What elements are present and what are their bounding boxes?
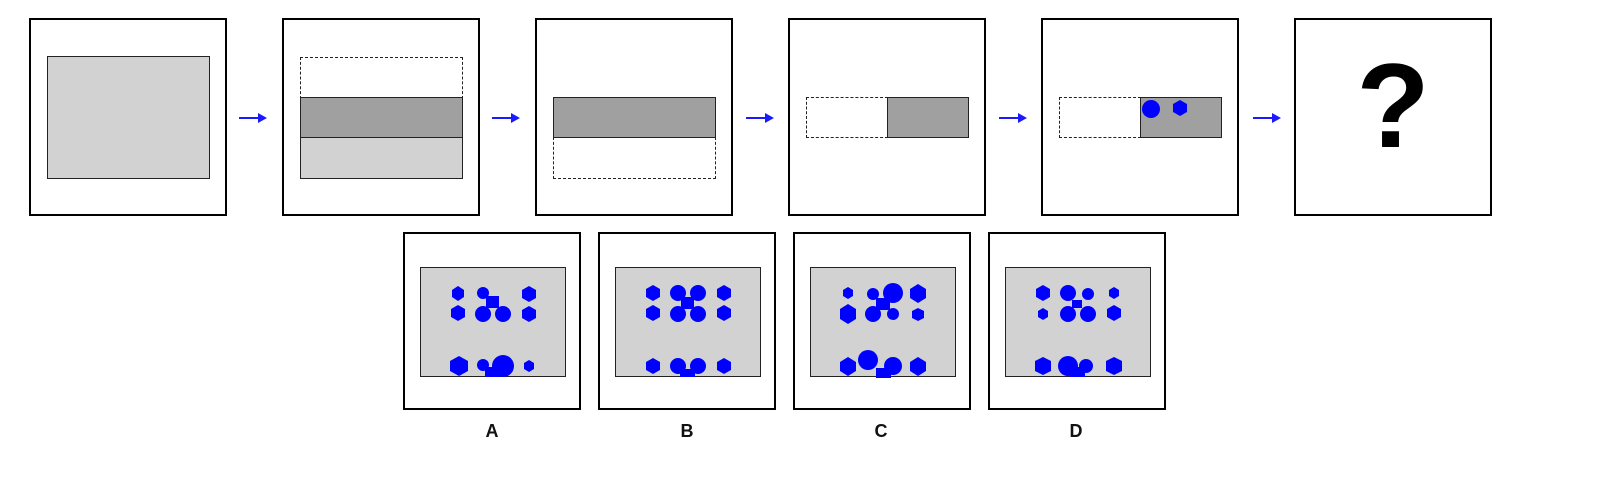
blue-shapes bbox=[1142, 100, 1187, 118]
hexagon-icon bbox=[717, 305, 731, 321]
hexagon-icon bbox=[840, 304, 856, 324]
option-label: D bbox=[1069, 421, 1083, 441]
circle-icon bbox=[887, 308, 899, 320]
option-b[interactable] bbox=[598, 232, 776, 410]
sequence-panel-2 bbox=[282, 18, 480, 216]
dark-gray-square bbox=[887, 97, 969, 138]
circle-icon bbox=[867, 288, 879, 300]
blue-shapes bbox=[646, 285, 731, 377]
dashed-outline-bottom bbox=[553, 137, 716, 179]
hexagon-icon bbox=[450, 356, 468, 376]
circle-icon bbox=[690, 358, 706, 374]
arrow-right-icon bbox=[492, 113, 520, 123]
hexagon-icon bbox=[717, 358, 731, 374]
square-icon bbox=[1072, 300, 1082, 308]
hexagon-icon bbox=[522, 286, 536, 302]
option-label: A bbox=[485, 421, 499, 441]
hexagon-icon bbox=[1038, 308, 1048, 320]
circle-icon bbox=[1080, 306, 1096, 322]
dark-gray-band bbox=[300, 97, 463, 138]
circle-icon bbox=[1079, 359, 1093, 373]
circle-icon bbox=[492, 355, 514, 377]
option-a[interactable] bbox=[403, 232, 581, 410]
circle-icon bbox=[858, 350, 878, 370]
sequence-panel-1 bbox=[29, 18, 227, 216]
hexagon-icon bbox=[646, 285, 660, 301]
blue-shapes bbox=[840, 283, 926, 378]
circle-icon bbox=[495, 306, 511, 322]
circle-icon bbox=[884, 357, 902, 375]
hexagon-icon bbox=[1106, 357, 1122, 375]
circle-icon bbox=[475, 306, 491, 322]
light-gray-rectangle bbox=[1005, 267, 1151, 377]
option-label: B bbox=[680, 421, 694, 441]
light-gray-rectangle bbox=[615, 267, 761, 377]
hexagon-icon bbox=[843, 287, 853, 299]
square-icon bbox=[1070, 367, 1085, 377]
hexagon-icon bbox=[646, 305, 660, 321]
blue-shapes bbox=[1035, 285, 1122, 377]
circle-icon bbox=[1142, 100, 1160, 118]
sequence-panel-6: ? bbox=[1294, 18, 1492, 216]
circle-icon bbox=[865, 306, 881, 322]
light-gray-rectangle bbox=[810, 267, 956, 377]
light-gray-rectangle bbox=[47, 56, 210, 179]
dashed-outline-top bbox=[300, 57, 463, 99]
arrow-right-icon bbox=[746, 113, 774, 123]
light-gray-rectangle bbox=[420, 267, 566, 377]
circle-icon bbox=[1060, 306, 1076, 322]
dark-gray-band bbox=[553, 97, 716, 138]
hexagon-icon bbox=[840, 357, 856, 376]
hexagon-icon bbox=[524, 360, 534, 372]
square-icon bbox=[876, 298, 890, 310]
circle-icon bbox=[1060, 285, 1076, 301]
sequence-panel-4 bbox=[788, 18, 986, 216]
hexagon-icon bbox=[717, 285, 731, 301]
sequence-panel-5 bbox=[1041, 18, 1239, 216]
square-icon bbox=[680, 369, 695, 377]
square-icon bbox=[485, 367, 500, 377]
arrow-right-icon bbox=[999, 113, 1027, 123]
hexagon-icon bbox=[522, 306, 536, 322]
hexagon-icon bbox=[646, 358, 660, 374]
option-d[interactable] bbox=[988, 232, 1166, 410]
circle-icon bbox=[670, 306, 686, 322]
hexagon-icon bbox=[912, 308, 924, 321]
hexagon-icon bbox=[451, 305, 465, 321]
hexagon-icon bbox=[910, 357, 926, 376]
option-c[interactable] bbox=[793, 232, 971, 410]
question-mark: ? bbox=[1356, 39, 1430, 173]
hexagon-icon bbox=[1109, 287, 1119, 299]
square-icon bbox=[876, 368, 891, 378]
arrow-right-icon bbox=[1253, 113, 1281, 123]
hexagon-icon bbox=[1107, 305, 1121, 321]
circle-icon bbox=[690, 306, 706, 322]
dashed-outline-left bbox=[806, 97, 888, 138]
blue-shapes bbox=[450, 286, 536, 377]
hexagon-icon bbox=[1035, 357, 1051, 375]
arrow-right-icon bbox=[239, 113, 267, 123]
sequence-panel-3 bbox=[535, 18, 733, 216]
hexagon-icon bbox=[1036, 285, 1050, 301]
hexagon-icon bbox=[910, 284, 926, 303]
option-label: C bbox=[874, 421, 888, 441]
hexagon-icon bbox=[452, 286, 464, 301]
light-gray-band bbox=[300, 137, 463, 179]
square-icon bbox=[486, 296, 499, 308]
square-icon bbox=[681, 297, 694, 309]
circle-icon bbox=[1082, 288, 1094, 300]
hexagon-icon bbox=[1173, 100, 1187, 116]
